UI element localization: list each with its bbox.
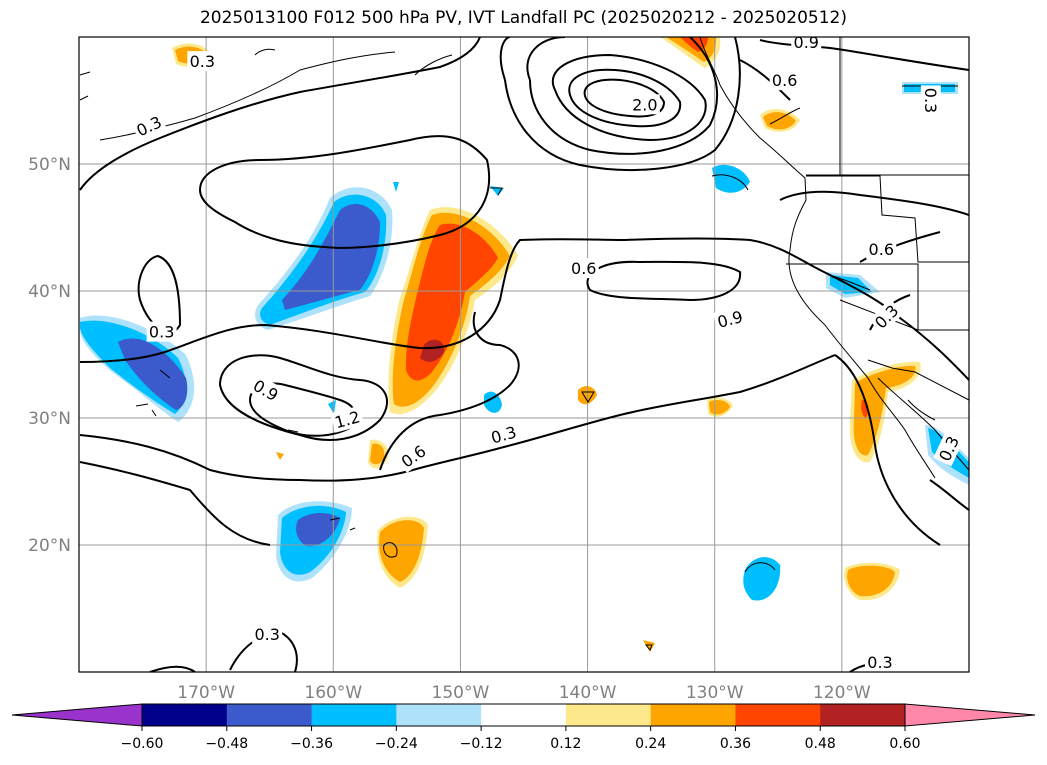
y-tick-labels: 20°N 30°N 40°N 50°N [28, 155, 71, 556]
x-tick-label: 140°W [559, 683, 617, 703]
contour-label-bg [933, 430, 965, 467]
colorbar-segment [226, 704, 313, 726]
colorbar-tick-label: −0.12 [460, 736, 503, 752]
colorbar-segment [820, 704, 906, 726]
map-frame [78, 36, 970, 673]
contour-label-group: 0.9 [791, 33, 822, 53]
negative-shading [80, 82, 969, 601]
y-tick-label: 50°N [28, 155, 71, 175]
x-tick-label: 150°W [432, 683, 490, 703]
x-tick-label: 130°W [686, 683, 744, 703]
colorbar-segment [481, 704, 567, 726]
x-tick-label: 160°W [304, 683, 362, 703]
x-tick-label: 170°W [177, 683, 235, 703]
colorbar-tick-label: 0.36 [720, 736, 751, 752]
contour-label: 0.3 [149, 323, 174, 342]
colorbar-tick-label: 0.24 [635, 736, 666, 752]
colorbar-segment [565, 704, 652, 726]
contour-label: 0.6 [772, 71, 797, 90]
contour-label-bg [330, 405, 365, 433]
contour-label-bg [629, 94, 660, 115]
colorbar-extend-min [11, 703, 143, 727]
contour-label-bg [247, 373, 284, 407]
contour-label-bg [486, 420, 521, 449]
colorbar-tick-label: −0.36 [290, 736, 333, 752]
contour-label: 0.3 [867, 653, 892, 672]
colorbar-segment [396, 704, 482, 726]
contour-label-group: 0.3 [865, 651, 895, 672]
lat-lon-grid [79, 37, 969, 672]
colorbar-tick-label: −0.24 [375, 736, 418, 752]
contour-label-group: 0.6 [568, 258, 599, 279]
contour-label-group: 0.3 [187, 51, 218, 72]
contour-label-bg [769, 70, 800, 91]
contour-label-bg [920, 85, 941, 116]
colorbar-segment [650, 704, 736, 726]
contour-label-bg [252, 623, 283, 644]
colorbar-tick-label: 0.60 [889, 736, 920, 752]
map-background [79, 37, 969, 672]
contour-label: 0.6 [869, 240, 894, 259]
contour-label-group: 0.6 [866, 239, 897, 260]
contour-label-bg [187, 51, 218, 72]
x-tick-label: 120°W [813, 683, 871, 703]
colorbar-segment [311, 704, 397, 726]
contour-label: 2.0 [632, 95, 657, 114]
pv-contours [79, 37, 969, 672]
contour-label-bg [865, 651, 895, 672]
contour-label-group: 0.6 [769, 70, 800, 91]
colorbar-tick-label: −0.48 [205, 736, 248, 752]
chart-title: 2025013100 F012 500 hPa PV, IVT Landfall… [199, 8, 847, 28]
colorbar-tick-label: −0.60 [121, 736, 164, 752]
contour-label-group: 0.3 [920, 85, 941, 116]
contour-label: 0.3 [190, 52, 215, 71]
colorbar-frame [141, 703, 906, 727]
colorbar-segment [142, 704, 228, 726]
y-tick-label: 30°N [28, 409, 71, 429]
contour-label-group: 0.3 [252, 623, 283, 644]
contour-label-bg [712, 305, 748, 333]
contour-label: 0.3 [254, 625, 279, 644]
contour-label-bg [146, 321, 177, 342]
colorbar-tick-label: 0.12 [550, 736, 581, 752]
y-tick-label: 40°N [28, 282, 71, 302]
contour-label-group: 2.0 [629, 94, 660, 115]
contour-label-bg [868, 298, 905, 335]
colorbar: −0.60 −0.48 −0.36 −0.24 −0.12 0.12 0.24 0.36 0.4… [11, 703, 1036, 752]
contour-label-bg [791, 37, 822, 53]
contour-label: 0.9 [794, 33, 819, 52]
contour-label-bg [395, 439, 432, 473]
colorbar-segment [735, 704, 821, 726]
contour-label: 0.6 [571, 259, 596, 278]
colorbar-extend-max [904, 703, 1036, 727]
x-tick-labels: 170°W 160°W 150°W 140°W 130°W 120°W [177, 683, 871, 703]
contour-label-bg [568, 258, 599, 279]
contour-label: 0.3 [921, 88, 940, 113]
positive-shading [172, 37, 921, 652]
contour-label-bg [131, 110, 167, 142]
colorbar-tick-label: 0.48 [805, 736, 836, 752]
y-tick-label: 20°N [28, 536, 71, 556]
contour-label-group: 0.3 [146, 321, 177, 342]
contour-label-bg [866, 239, 897, 260]
